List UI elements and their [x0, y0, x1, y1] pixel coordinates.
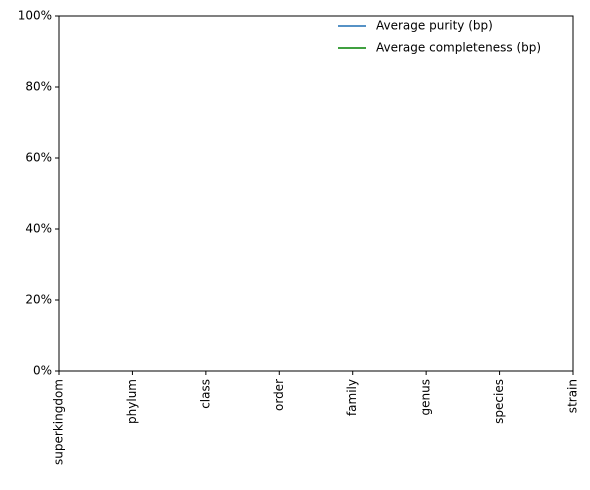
y-tick-label: 100%	[18, 9, 52, 23]
legend-label: Average completeness (bp)	[376, 41, 541, 55]
x-tick-label: class	[198, 379, 212, 409]
x-tick-label: family	[345, 379, 359, 416]
x-tick-label: strain	[566, 379, 580, 413]
x-tick-label: order	[272, 379, 286, 411]
x-tick-label: species	[492, 379, 506, 424]
y-tick-label: 80%	[25, 80, 52, 94]
x-tick-label: superkingdom	[52, 379, 66, 465]
plot-frame	[58, 15, 574, 372]
y-tick-label: 40%	[25, 222, 52, 236]
x-tick-label: genus	[419, 379, 433, 415]
y-tick-label: 20%	[25, 293, 52, 307]
y-tick-label: 0%	[33, 364, 52, 378]
legend-label: Average purity (bp)	[376, 19, 493, 33]
x-tick-label: phylum	[125, 379, 139, 424]
y-tick-label: 60%	[25, 151, 52, 165]
